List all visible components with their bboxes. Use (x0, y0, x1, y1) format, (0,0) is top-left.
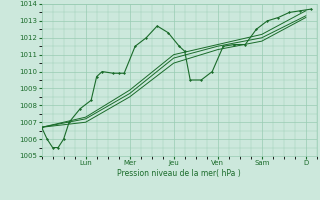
X-axis label: Pression niveau de la mer( hPa ): Pression niveau de la mer( hPa ) (117, 169, 241, 178)
